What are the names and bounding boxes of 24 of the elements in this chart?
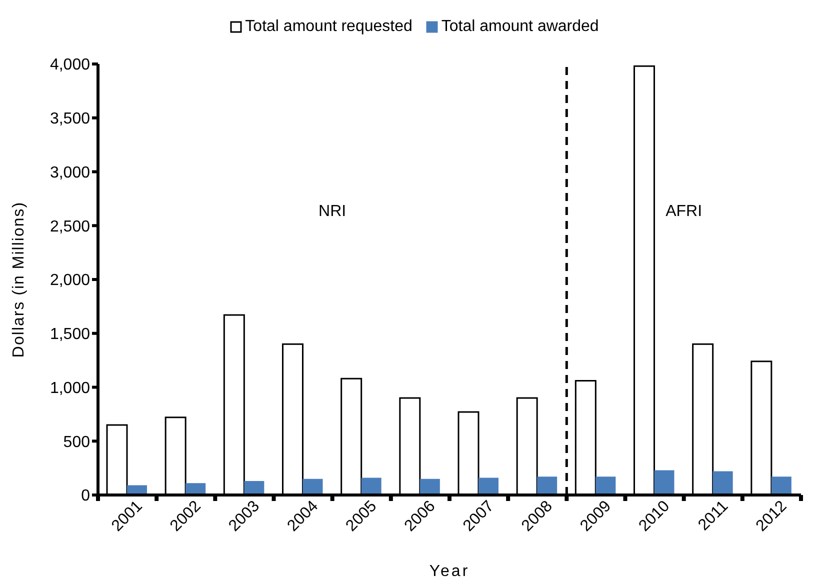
bar [596, 476, 616, 495]
y-tick-label: 1,500 [50, 326, 90, 344]
bar [478, 478, 498, 495]
y-tick-label: 2,000 [50, 272, 90, 290]
y-tick-label: 500 [63, 434, 90, 451]
annotation: AFRI [666, 203, 702, 220]
bar [361, 478, 382, 495]
legend-label: Total amount requested [244, 18, 412, 36]
y-tick-label: 3,000 [50, 164, 90, 182]
legend-label: Total amount awarded [440, 18, 599, 36]
bar [420, 478, 440, 495]
y-tick-label: 4,000 [50, 56, 90, 74]
y-tick-label: 2,500 [50, 218, 90, 236]
bar [302, 478, 323, 495]
y-tick-label: 0 [81, 488, 90, 505]
annotation: NRI [318, 203, 346, 220]
y-tick-label: 3,500 [50, 110, 90, 128]
y-tick-label: 1,000 [50, 380, 90, 397]
bar [771, 476, 792, 495]
y-axis-title: Dollars (in Millions) [10, 201, 28, 358]
bar [712, 471, 733, 495]
x-axis-title: Year [429, 563, 470, 580]
bar [654, 470, 674, 495]
bar [537, 476, 558, 495]
